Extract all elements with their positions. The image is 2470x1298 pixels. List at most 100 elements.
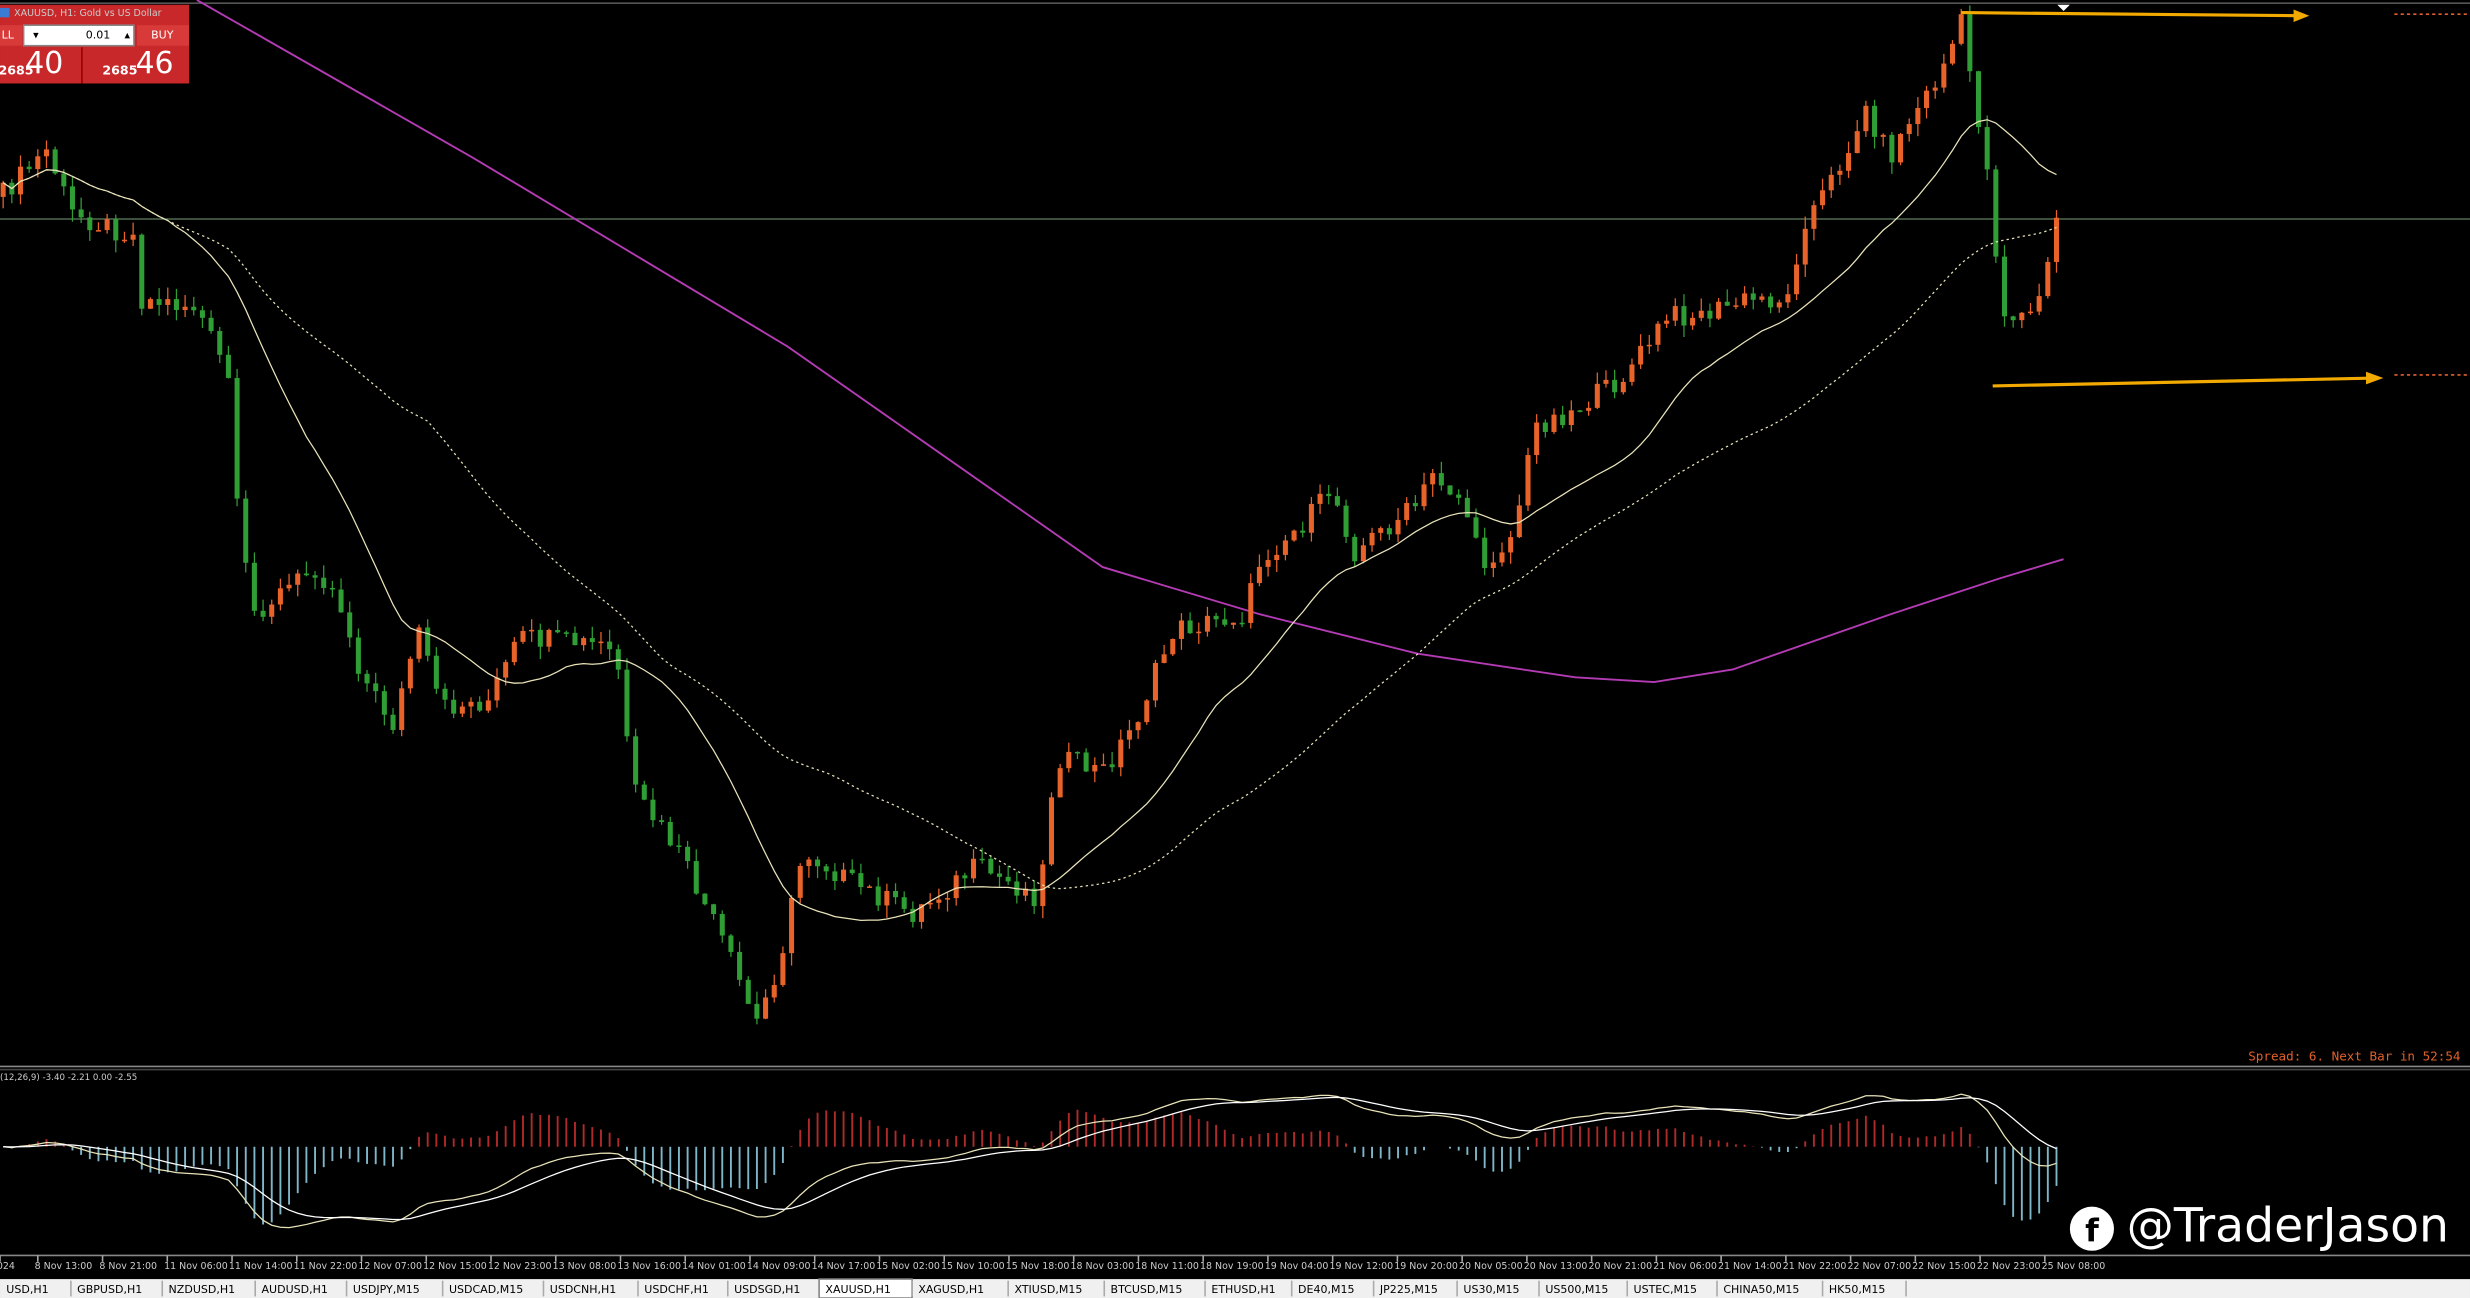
candle-body [1586,407,1592,411]
candle-body [459,706,465,714]
candle-body [581,638,587,646]
candle-body [338,589,344,613]
candles [0,5,2060,1025]
candle-body [485,700,491,711]
candle-body [1187,620,1193,634]
tab[interactable]: AUDUSD,H1 [262,1283,328,1296]
candle-body [2045,261,2051,297]
tab[interactable]: XAGUSD,H1 [918,1283,984,1296]
candle-body [659,820,665,822]
candle-body [399,688,405,730]
sell-price-small[interactable]: 2685 [0,62,33,77]
candle-body [1542,422,1548,432]
watermark: f @TraderJason [2069,1199,2449,1254]
indicator-label: (12,26,9) -3.40 -2.21 0.00 -2.55 [0,1073,137,1083]
sell-label[interactable]: LL [2,28,15,41]
tab[interactable]: JP225,M15 [1379,1283,1438,1296]
candle-body [815,859,821,867]
macd-pane [3,1093,2058,1229]
candle-body [823,866,829,872]
candle-body [702,893,708,905]
tab[interactable]: USDCHF,H1 [644,1283,709,1296]
tab[interactable]: ETHUSD,H1 [1211,1283,1275,1296]
arrow-line [1992,376,2376,388]
lot-down[interactable]: ▾ [33,28,39,41]
candle-body [676,845,682,848]
candle-body [1984,127,1990,170]
candle-body [26,166,32,170]
candle-body [442,688,448,700]
lot-value[interactable]: 0.01 [86,28,111,41]
symbol-title: XAUUSD, H1: Gold vs US Dollar [14,8,161,19]
candle-body [849,869,855,874]
sell-price-big[interactable]: 40 [25,46,63,81]
candle-body [511,641,517,663]
tab[interactable]: DE40,M15 [1298,1283,1354,1296]
candle-body [1906,124,1912,135]
candle-body [910,908,916,922]
tabs: USD,H1 GBPUSD,H1 NZDUSD,H1 AUDUSD,H1 USDJPY,… [6,1278,1907,1298]
tab[interactable]: NZDUSD,H1 [169,1283,236,1296]
candle-body [425,627,431,656]
candle-body [901,897,907,909]
candle-body [1031,888,1037,907]
candle-body [1126,730,1132,740]
tab[interactable]: US30,M15 [1463,1283,1519,1296]
candle-body [1022,888,1029,896]
time-label: 15 Nov 18:00 [1006,1261,1070,1272]
time-label: 25 Nov 08:00 [2042,1261,2106,1272]
candle-body [0,182,6,197]
tab[interactable]: GBPUSD,H1 [77,1283,142,1296]
candle-body [1776,302,1782,308]
lot-up[interactable]: ▴ [124,28,130,41]
candle-body [1932,87,1938,91]
tab[interactable]: XAUUSD,H1 [825,1283,890,1296]
tab[interactable]: USD,H1 [6,1283,48,1296]
candle-body [2036,296,2042,312]
candle-body [390,714,396,730]
candle-body [537,629,543,647]
tab[interactable]: CHINA50,M15 [1723,1283,1799,1296]
candle-body [1248,583,1254,623]
tab[interactable]: USDCNH,H1 [550,1283,617,1296]
time-label: 14 Nov 01:00 [682,1261,746,1272]
tab[interactable]: USTEC,M15 [1634,1283,1697,1296]
candle-body [667,822,673,846]
tab-bar [0,1279,2470,1298]
buy-price-big[interactable]: 46 [135,46,173,81]
candle-body [355,637,361,674]
time-label: 11 Nov 22:00 [294,1261,358,1272]
candle-body [312,575,318,578]
time-label: 14 Nov 17:00 [812,1261,876,1272]
candle-body [208,317,214,332]
buy-button[interactable] [137,25,190,46]
buy-price-small[interactable]: 2685 [102,62,137,77]
time-label: 8 Nov 21:00 [99,1261,157,1272]
buy-label[interactable]: BUY [151,28,174,41]
sell-button[interactable] [0,25,23,46]
tab[interactable]: USDJPY,M15 [353,1283,420,1296]
candle-body [780,953,786,986]
candle-body [1048,797,1055,865]
candle-body [1802,228,1808,265]
tab[interactable]: USDCAD,M15 [449,1283,523,1296]
tab[interactable]: BTCUSD,M15 [1111,1283,1183,1296]
tab[interactable]: HK50,M15 [1829,1283,1886,1296]
watermark-text: @TraderJason [2127,1199,2449,1254]
tab[interactable]: US500,M15 [1545,1283,1608,1296]
candle-body [1664,320,1670,324]
candle-body [1118,739,1124,768]
candle-body [1161,654,1167,663]
tab[interactable]: XTIUSD,M15 [1014,1283,1082,1296]
candle-body [763,997,769,1019]
candle-body [156,299,162,305]
time-label: 20 Nov 05:00 [1459,1261,1523,1272]
candle-body [1880,134,1886,137]
candle-body [641,784,647,800]
lot-input[interactable] [22,24,135,47]
time-label: 12 Nov 23:00 [488,1261,552,1272]
time-label: 8 Nov 13:00 [35,1261,93,1272]
tab[interactable]: USDSGD,H1 [734,1283,800,1296]
time-label: 22 Nov 15:00 [1912,1261,1976,1272]
candle-body [1326,493,1332,497]
